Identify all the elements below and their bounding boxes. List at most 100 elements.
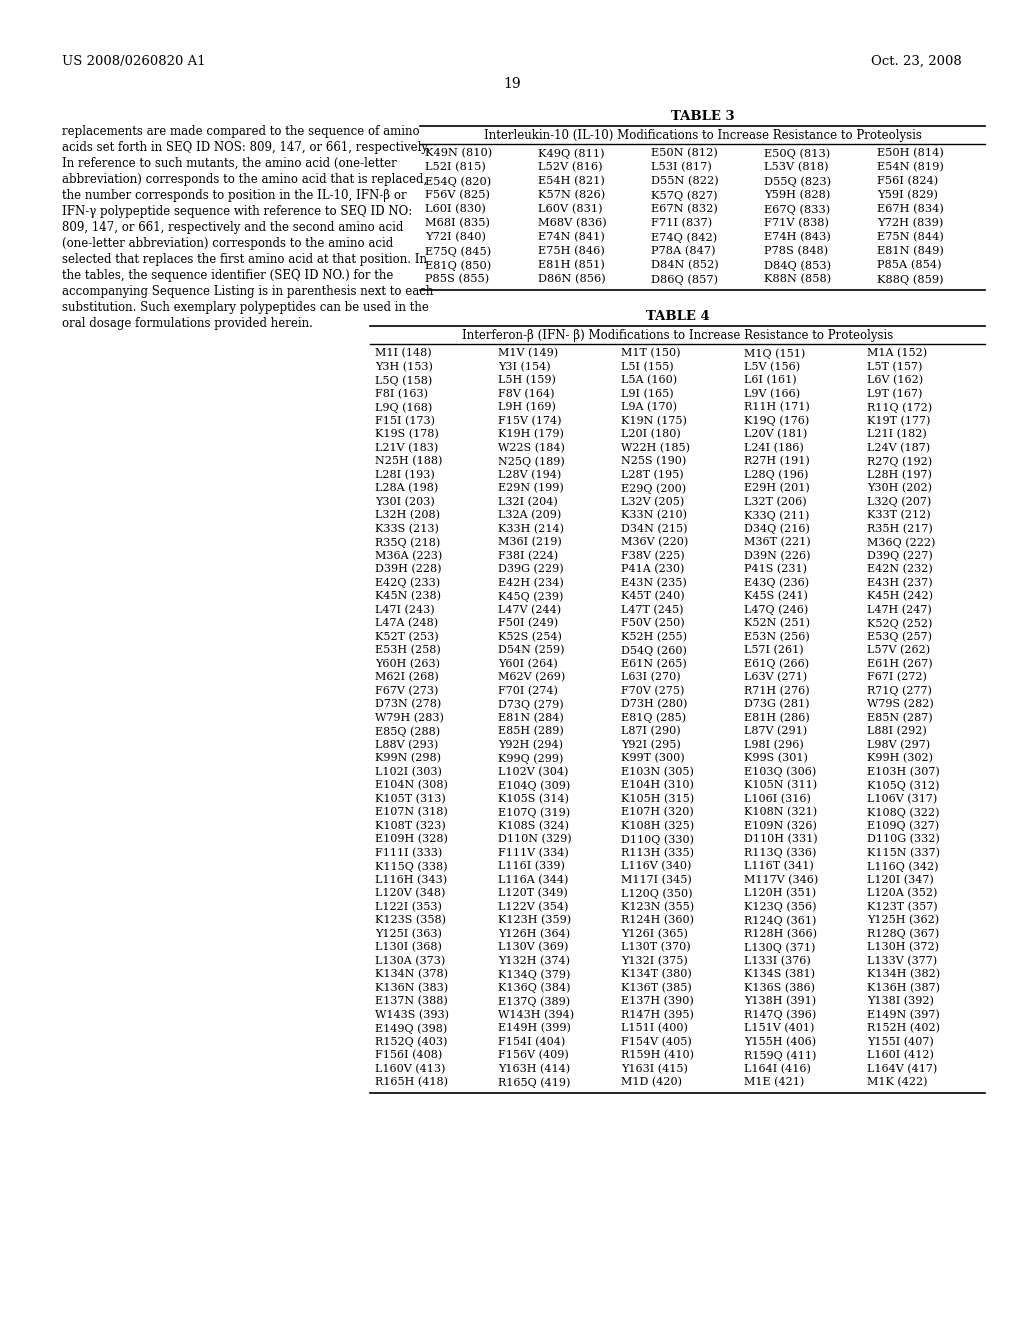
Text: Y30H (202): Y30H (202) <box>867 483 932 494</box>
Text: Y92H (294): Y92H (294) <box>498 739 563 750</box>
Text: L52I (815): L52I (815) <box>425 162 485 173</box>
Text: E42N (232): E42N (232) <box>867 564 933 574</box>
Text: L9Q (168): L9Q (168) <box>375 403 432 413</box>
Text: E104N (308): E104N (308) <box>375 780 447 791</box>
Text: K105T (313): K105T (313) <box>375 793 445 804</box>
Text: K99Q (299): K99Q (299) <box>498 752 563 763</box>
Text: K123S (358): K123S (358) <box>375 915 446 925</box>
Text: E81H (851): E81H (851) <box>538 260 605 271</box>
Text: M1V (149): M1V (149) <box>498 348 558 358</box>
Text: F154V (405): F154V (405) <box>621 1036 692 1047</box>
Text: R165Q (419): R165Q (419) <box>498 1077 570 1088</box>
Text: L47V (244): L47V (244) <box>498 605 561 615</box>
Text: L32Q (207): L32Q (207) <box>867 496 931 507</box>
Text: K136N (383): K136N (383) <box>375 982 449 993</box>
Text: E85N (287): E85N (287) <box>867 713 933 723</box>
Text: Y163I (415): Y163I (415) <box>621 1064 688 1073</box>
Text: K57Q (827): K57Q (827) <box>651 190 718 201</box>
Text: K108N (321): K108N (321) <box>744 807 817 817</box>
Text: M117V (346): M117V (346) <box>744 874 818 884</box>
Text: US 2008/0260820 A1: US 2008/0260820 A1 <box>62 55 206 69</box>
Text: F38V (225): F38V (225) <box>621 550 685 561</box>
Text: accompanying Sequence Listing is in parenthesis next to each: accompanying Sequence Listing is in pare… <box>62 285 433 298</box>
Text: E42Q (233): E42Q (233) <box>375 578 440 589</box>
Text: E53N (256): E53N (256) <box>744 631 810 642</box>
Text: E109H (328): E109H (328) <box>375 834 447 845</box>
Text: K19S (178): K19S (178) <box>375 429 438 440</box>
Text: L116H (343): L116H (343) <box>375 874 447 884</box>
Text: F50V (250): F50V (250) <box>621 618 685 628</box>
Text: L57I (261): L57I (261) <box>744 645 804 655</box>
Text: Oct. 23, 2008: Oct. 23, 2008 <box>871 55 962 69</box>
Text: K134T (380): K134T (380) <box>621 969 692 979</box>
Text: K33H (214): K33H (214) <box>498 524 564 533</box>
Text: L130T (370): L130T (370) <box>621 942 690 952</box>
Text: L106V (317): L106V (317) <box>867 793 937 804</box>
Text: K49Q (811): K49Q (811) <box>538 148 604 158</box>
Text: D55Q (823): D55Q (823) <box>764 176 831 186</box>
Text: R71Q (277): R71Q (277) <box>867 685 932 696</box>
Text: In reference to such mutants, the amino acid (one-letter: In reference to such mutants, the amino … <box>62 157 396 170</box>
Text: F71I (837): F71I (837) <box>651 218 713 228</box>
Text: L21V (183): L21V (183) <box>375 442 438 453</box>
Text: L63I (270): L63I (270) <box>621 672 681 682</box>
Text: K136S (386): K136S (386) <box>744 982 815 993</box>
Text: E53H (258): E53H (258) <box>375 645 440 655</box>
Text: substitution. Such exemplary polypeptides can be used in the: substitution. Such exemplary polypeptide… <box>62 301 429 314</box>
Text: Y72H (839): Y72H (839) <box>877 218 943 228</box>
Text: L122I (353): L122I (353) <box>375 902 442 912</box>
Text: E50H (814): E50H (814) <box>877 148 944 158</box>
Text: K99H (302): K99H (302) <box>867 752 933 763</box>
Text: E61Q (266): E61Q (266) <box>744 659 809 669</box>
Text: L130I (368): L130I (368) <box>375 942 442 952</box>
Text: L9T (167): L9T (167) <box>867 388 923 399</box>
Text: R11H (171): R11H (171) <box>744 403 810 412</box>
Text: L133V (377): L133V (377) <box>867 956 937 966</box>
Text: Y126H (364): Y126H (364) <box>498 928 570 939</box>
Text: K136T (385): K136T (385) <box>621 982 692 993</box>
Text: L120T (349): L120T (349) <box>498 888 567 899</box>
Text: K105S (314): K105S (314) <box>498 793 569 804</box>
Text: K33N (210): K33N (210) <box>621 510 687 520</box>
Text: K115Q (338): K115Q (338) <box>375 861 447 871</box>
Text: L164V (417): L164V (417) <box>867 1064 937 1073</box>
Text: F15V (174): F15V (174) <box>498 416 561 426</box>
Text: D39G (229): D39G (229) <box>498 564 563 574</box>
Text: F38I (224): F38I (224) <box>498 550 558 561</box>
Text: E74Q (842): E74Q (842) <box>651 232 717 243</box>
Text: L9V (166): L9V (166) <box>744 388 800 399</box>
Text: P78A (847): P78A (847) <box>651 246 716 256</box>
Text: M1A (152): M1A (152) <box>867 348 927 358</box>
Text: K105Q (312): K105Q (312) <box>867 780 939 791</box>
Text: L32A (209): L32A (209) <box>498 510 561 520</box>
Text: Y125H (362): Y125H (362) <box>867 915 939 925</box>
Text: L5Q (158): L5Q (158) <box>375 375 432 385</box>
Text: E54Q (820): E54Q (820) <box>425 176 492 186</box>
Text: K45T (240): K45T (240) <box>621 591 685 602</box>
Text: L28A (198): L28A (198) <box>375 483 438 494</box>
Text: L20V (181): L20V (181) <box>744 429 807 440</box>
Text: R113Q (336): R113Q (336) <box>744 847 816 858</box>
Text: L98V (297): L98V (297) <box>867 739 930 750</box>
Text: L6I (161): L6I (161) <box>744 375 797 385</box>
Text: F56V (825): F56V (825) <box>425 190 490 201</box>
Text: F111I (333): F111I (333) <box>375 847 442 858</box>
Text: F15I (173): F15I (173) <box>375 416 435 426</box>
Text: P85A (854): P85A (854) <box>877 260 942 271</box>
Text: L160I (412): L160I (412) <box>867 1049 934 1060</box>
Text: D73N (278): D73N (278) <box>375 700 441 709</box>
Text: E103Q (306): E103Q (306) <box>744 767 816 777</box>
Text: E81Q (285): E81Q (285) <box>621 713 686 723</box>
Text: E54H (821): E54H (821) <box>538 176 605 186</box>
Text: E54N (819): E54N (819) <box>877 162 944 173</box>
Text: L9A (170): L9A (170) <box>621 403 677 412</box>
Text: Y59I (829): Y59I (829) <box>877 190 938 201</box>
Text: L120H (351): L120H (351) <box>744 888 816 899</box>
Text: D110N (329): D110N (329) <box>498 834 571 845</box>
Text: Y155I (407): Y155I (407) <box>867 1036 934 1047</box>
Text: W143H (394): W143H (394) <box>498 1010 574 1020</box>
Text: L164I (416): L164I (416) <box>744 1064 811 1073</box>
Text: L28V (194): L28V (194) <box>498 470 561 479</box>
Text: K123T (357): K123T (357) <box>867 902 938 912</box>
Text: L21I (182): L21I (182) <box>867 429 927 440</box>
